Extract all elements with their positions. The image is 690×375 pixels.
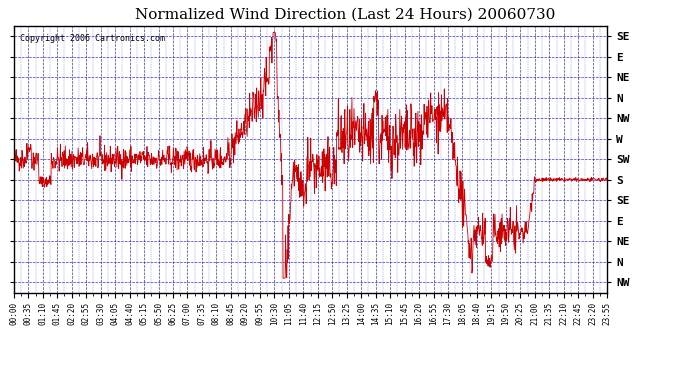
Text: Copyright 2006 Cartronics.com: Copyright 2006 Cartronics.com — [20, 34, 165, 43]
Text: Normalized Wind Direction (Last 24 Hours) 20060730: Normalized Wind Direction (Last 24 Hours… — [135, 8, 555, 21]
